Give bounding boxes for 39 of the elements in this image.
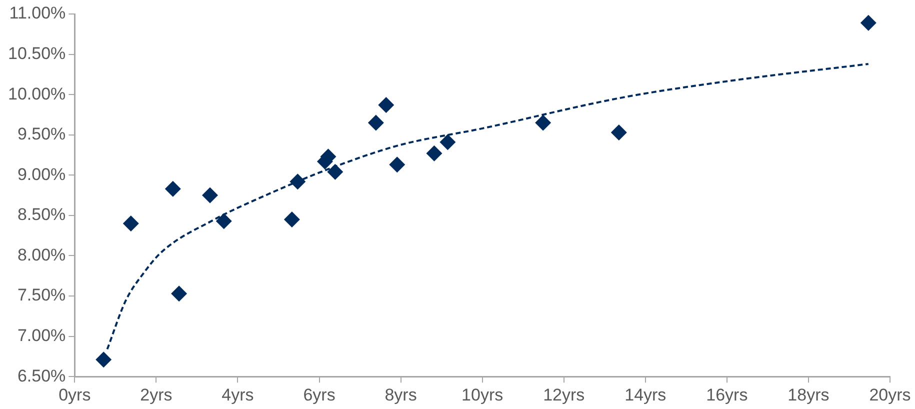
x-tick-label: 2yrs <box>140 385 172 404</box>
point <box>202 187 218 204</box>
point <box>440 134 456 150</box>
y-tick-label: 10.50% <box>8 44 66 63</box>
point <box>426 145 442 162</box>
y-tick-label: 8.50% <box>17 205 66 224</box>
y-tick-label: 6.50% <box>17 366 66 386</box>
point <box>327 164 344 180</box>
point <box>389 156 406 173</box>
x-tick-label: 14yrs <box>624 385 666 404</box>
line-series <box>106 62 870 350</box>
x-tick-label: 4yrs <box>222 385 254 404</box>
point <box>610 124 627 140</box>
point <box>860 14 876 31</box>
point <box>164 180 181 197</box>
x-tick-label: 6yrs <box>303 385 336 404</box>
point <box>535 114 552 131</box>
point <box>171 286 188 302</box>
point <box>290 174 306 190</box>
point <box>96 352 112 368</box>
point <box>368 114 384 131</box>
x-tick-label: 16yrs <box>706 385 748 404</box>
x-tick-label: 10yrs <box>462 385 504 404</box>
y-tick-label: 9.50% <box>17 124 66 144</box>
y-tick-label: 7.50% <box>17 286 66 305</box>
x-tick-label: 20yrs <box>869 385 911 404</box>
y-tick-label: 7.00% <box>17 326 66 345</box>
point <box>122 216 139 232</box>
point <box>378 97 394 114</box>
x-tick-label: 8yrs <box>384 385 417 404</box>
x-tick-label: 0yrs <box>58 385 91 404</box>
point <box>284 211 300 228</box>
x-tick-label: 18yrs <box>788 385 830 404</box>
y-tick-label: 8.00% <box>17 245 66 264</box>
x-tick-label: 12yrs <box>543 385 585 404</box>
y-tick-label: 11.00% <box>9 4 66 23</box>
point <box>216 213 232 230</box>
y-tick-label: 10.00% <box>8 84 66 104</box>
y-tick-label: 9.00% <box>17 164 66 184</box>
